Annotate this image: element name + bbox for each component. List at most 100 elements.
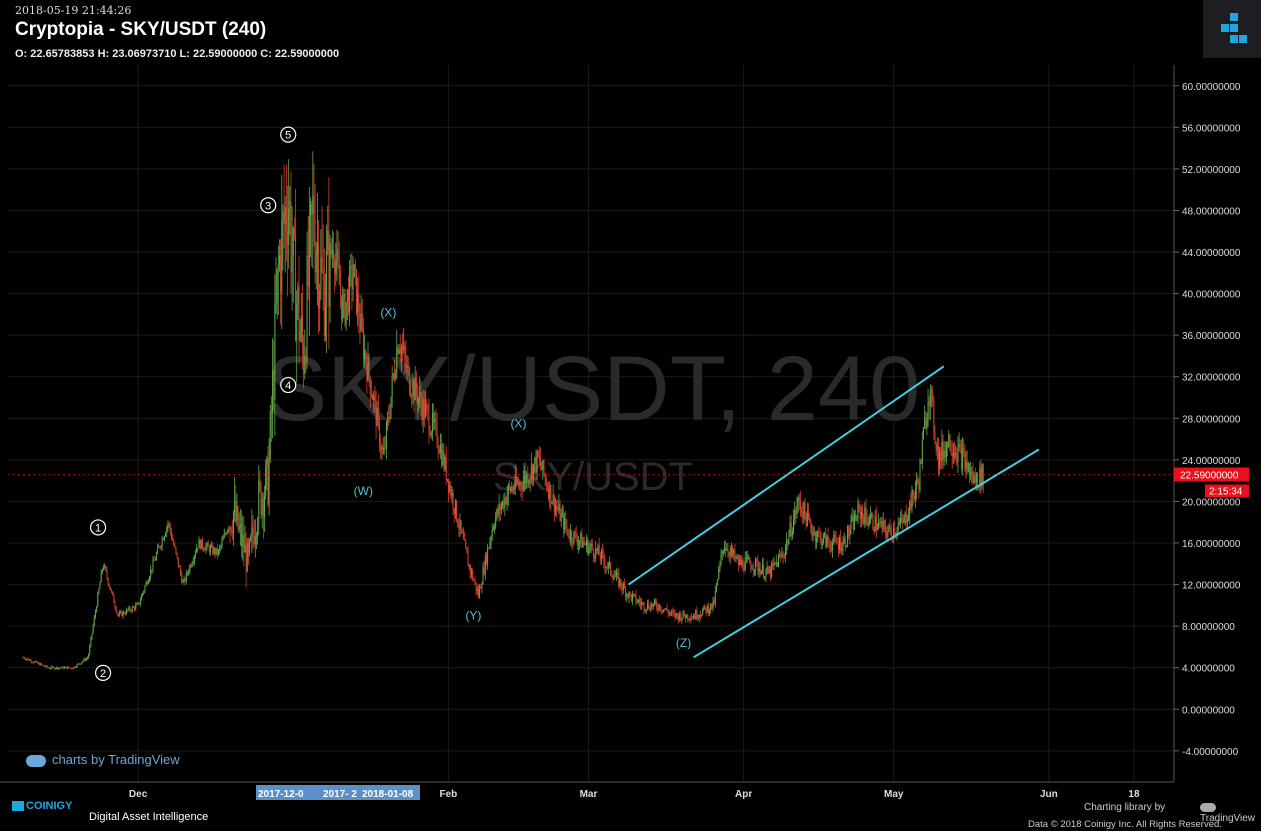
candle-body: [111, 590, 113, 592]
candle-body: [477, 589, 479, 597]
candle-body: [696, 610, 698, 619]
candle-body: [201, 539, 203, 548]
candle-body: [247, 543, 249, 553]
candle-body: [492, 527, 494, 530]
candle-body: [448, 479, 450, 492]
candle-body: [508, 485, 510, 488]
candle-body: [269, 410, 271, 458]
candle-body: [359, 318, 361, 331]
candle-body: [428, 410, 430, 434]
candle-body: [196, 548, 198, 553]
candle-body: [921, 439, 923, 464]
candle-body: [704, 605, 706, 608]
chart-title: Cryptopia - SKY/USDT (240): [15, 19, 267, 40]
candle-body: [232, 512, 234, 534]
candle-body: [756, 558, 758, 562]
candle-body: [25, 659, 27, 661]
candle-body: [844, 538, 846, 547]
x-highlight-label: 2017- 2: [323, 789, 357, 800]
candle-body: [433, 413, 435, 423]
price-badges: 22.59000000 2:15:34: [8, 467, 1249, 498]
candle-body: [945, 442, 947, 458]
candle-body: [221, 540, 223, 546]
candle-body: [469, 565, 471, 574]
candle-body: [922, 427, 924, 440]
candle-body: [834, 535, 836, 538]
candle-body: [495, 517, 497, 528]
candle-body: [260, 484, 262, 515]
candle-body: [553, 494, 555, 513]
candle-body: [979, 467, 981, 488]
candle-body: [51, 666, 53, 669]
candle-body: [235, 501, 237, 521]
wave-circle: [260, 197, 277, 214]
candle-body: [45, 665, 47, 667]
symbol-watermark: SKY/USDT, 240: [266, 338, 921, 440]
candle-body: [461, 530, 463, 534]
candle-body: [205, 546, 207, 551]
channel-line: [627, 365, 945, 586]
candle-body: [742, 560, 744, 570]
candle-body: [287, 230, 289, 246]
wave-labels: 1 2 3 4 5 (X) (W) (X) (Y) (Z): [89, 126, 691, 681]
candle-body: [519, 482, 521, 486]
candle-body: [384, 446, 386, 448]
candle-body: [103, 567, 105, 570]
tv-watermark[interactable]: charts by TradingView: [26, 752, 180, 767]
candle-body: [214, 548, 216, 555]
candle-body: [699, 615, 701, 617]
candle-body: [857, 504, 859, 520]
candle-body: [350, 265, 352, 268]
candle-body: [542, 460, 544, 470]
coinigy-logo-icon[interactable]: [1203, 0, 1261, 58]
candle-body: [52, 666, 54, 668]
candle-body: [579, 540, 581, 543]
candle-body: [68, 666, 70, 668]
candle-body: [879, 522, 881, 524]
candle-body: [471, 570, 473, 574]
candle-body: [422, 398, 424, 420]
candle-body: [959, 444, 961, 448]
candle-body: [598, 545, 600, 556]
candle-body: [318, 243, 320, 309]
candle-body: [917, 479, 919, 484]
candle-body: [215, 548, 217, 555]
candle-body: [209, 546, 211, 553]
candle-body: [607, 563, 609, 568]
candle-body: [682, 611, 684, 618]
candle-body: [152, 559, 154, 571]
tradingview-credit[interactable]: TradingView: [1200, 802, 1261, 824]
candle-body: [902, 520, 904, 523]
candle-body: [203, 547, 205, 550]
candle-body: [681, 617, 683, 621]
candle-body: [594, 556, 596, 559]
candle-body: [943, 450, 945, 460]
candle-body: [24, 658, 26, 660]
candle-body: [281, 220, 283, 293]
candle-body: [781, 554, 783, 557]
coinigy-brand[interactable]: COINIGY: [12, 800, 72, 812]
candle-body: [595, 548, 597, 559]
candle-body: [929, 389, 931, 406]
y-tick-label: 52.00000000: [1182, 165, 1241, 176]
y-tick-label: 0.00000000: [1182, 705, 1235, 716]
candle-body: [109, 587, 111, 591]
copyright-notice: Data © 2018 Coinigy Inc. All Rights Rese…: [1028, 819, 1222, 830]
candle-body: [151, 569, 153, 571]
candle-body: [527, 473, 529, 485]
candle-body: [960, 447, 962, 469]
channel-lines: [627, 365, 1040, 659]
candle-body: [640, 602, 642, 605]
candle-body: [472, 570, 474, 580]
candle-body: [967, 463, 969, 472]
candle-body: [566, 526, 568, 529]
candle-body: [502, 500, 504, 506]
candle-body: [400, 347, 402, 355]
candle-body: [117, 613, 119, 616]
candle-body: [82, 661, 84, 663]
candle-body: [592, 549, 594, 557]
candle-body: [376, 407, 378, 427]
candle-body: [430, 432, 432, 436]
candle-body: [315, 252, 317, 273]
